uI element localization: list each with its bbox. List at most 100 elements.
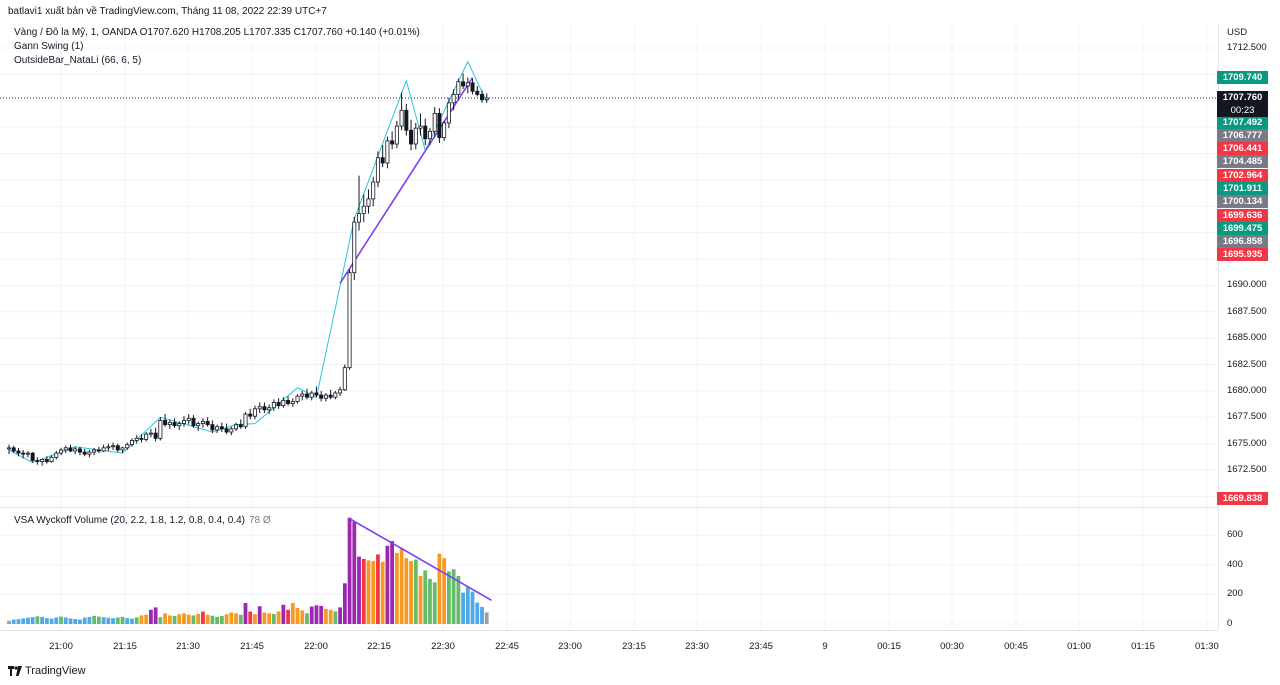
price-tag: 1700.134 (1217, 195, 1268, 208)
candle-body-up (271, 402, 276, 409)
time-label: 23:15 (622, 641, 646, 652)
price-tick-label: 1687.500 (1227, 305, 1267, 317)
candle-body-up (465, 82, 470, 87)
tradingview-brand[interactable]: TradingView (8, 665, 86, 677)
volume-bar (11, 619, 16, 624)
candle-body-down (262, 406, 267, 411)
time-label: 00:30 (940, 641, 964, 652)
candle-body-up (371, 181, 376, 200)
candle-body-up (295, 395, 300, 402)
price-tag: 1669.838 (1217, 492, 1268, 505)
candle-body-up (129, 440, 134, 446)
symbol-legend[interactable]: Vàng / Đô la Mỹ, 1, OANDA O1707.620 H170… (14, 27, 420, 38)
volume-bar (82, 617, 87, 624)
candle (125, 442, 130, 450)
volume-bar (78, 619, 82, 624)
candle-body-down (304, 393, 309, 398)
candle-body-up (442, 122, 447, 139)
candle-body-up (167, 422, 172, 426)
volume-bar (234, 613, 238, 624)
volume-bar (366, 560, 371, 624)
price-tick-label: 1680.000 (1227, 384, 1267, 396)
candle (342, 364, 347, 391)
time-label: 23:30 (685, 641, 709, 652)
candle-body-down (11, 447, 16, 452)
candle-body-down (479, 94, 484, 101)
candle (63, 445, 68, 454)
volume-bar (153, 607, 158, 624)
time-label: 21:45 (240, 641, 264, 652)
candle-body-up (281, 399, 286, 407)
candle (163, 414, 168, 427)
time-axis[interactable]: 21:00 21:15 21:30 21:45 22:00 22:15 22:30 22:45… (0, 630, 1219, 661)
candle-body-up (484, 97, 489, 101)
candle-body-up (148, 432, 153, 435)
candle-body-up (290, 401, 295, 404)
candle-body-up (63, 447, 68, 451)
price-tag: 1701.911 (1217, 182, 1268, 195)
volume-bar (376, 554, 380, 624)
volume-bar (385, 545, 390, 624)
volume-bar (191, 615, 196, 624)
gann-swing-legend[interactable]: Gann Swing (1) (14, 41, 84, 52)
volume-bar (309, 606, 314, 624)
candle (309, 390, 314, 401)
outside-bar-legend[interactable]: OutsideBar_NataLi (66, 6, 5) (14, 55, 142, 66)
volume-bar (59, 616, 63, 624)
candle-body-up (432, 113, 437, 132)
volume-bar (446, 571, 451, 624)
candle (21, 449, 26, 459)
time-label: 22:30 (431, 641, 455, 652)
candle-body-up (182, 420, 187, 424)
candle-body-up (257, 406, 262, 410)
volume-bar (480, 606, 484, 624)
volume-bar (172, 616, 177, 624)
pane-divider[interactable] (0, 507, 1218, 508)
candle (479, 90, 484, 103)
volume-trend-line[interactable] (349, 517, 492, 602)
candle (281, 397, 286, 408)
price-tag: 1699.636 (1217, 209, 1268, 222)
volume-bar (101, 617, 106, 624)
volume-chart[interactable] (0, 508, 1218, 630)
price-chart[interactable] (0, 24, 1218, 508)
volume-tick-label: 400 (1227, 558, 1243, 570)
gann-swing-line (8, 60, 488, 464)
volume-bar (54, 617, 59, 624)
time-label: 9 (822, 641, 828, 652)
volume-legend[interactable]: VSA Wyckoff Volume (20, 2.2, 1.8, 1.2, 0… (14, 515, 271, 526)
price-scale[interactable]: USD 1712.500 1690.000 1687.500 1685.000 1682… (1218, 24, 1280, 508)
volume-bars (7, 517, 489, 624)
candle (409, 119, 414, 151)
volume-scale[interactable]: 600 400 200 0 (1218, 508, 1280, 630)
candle-body-up (342, 367, 347, 391)
volume-bar (394, 552, 399, 624)
candle (73, 446, 78, 455)
volume-bar (238, 614, 243, 624)
volume-tick-label: 600 (1227, 529, 1243, 541)
volume-bar (210, 615, 215, 624)
candle (300, 390, 305, 401)
candle-body-down (172, 422, 177, 427)
volume-bar (442, 558, 447, 624)
candle-body-down (219, 426, 224, 430)
candle (271, 399, 276, 411)
volume-bar (271, 613, 276, 624)
candle-body-up (427, 130, 432, 140)
candle-body-up (243, 413, 248, 428)
candle (30, 452, 35, 463)
volume-bar (399, 547, 404, 624)
candle (375, 151, 380, 188)
candle-body-up (451, 94, 456, 104)
candle (257, 402, 262, 414)
volume-bar (158, 617, 163, 624)
candle (470, 78, 475, 95)
candle-body-down (409, 129, 414, 145)
candle (186, 414, 191, 425)
volume-bar (465, 587, 470, 624)
candle-body-up (456, 81, 461, 95)
volume-bar (182, 613, 186, 624)
candle-body-down (30, 452, 35, 461)
volume-bar (470, 591, 475, 624)
volume-bar (357, 556, 361, 624)
